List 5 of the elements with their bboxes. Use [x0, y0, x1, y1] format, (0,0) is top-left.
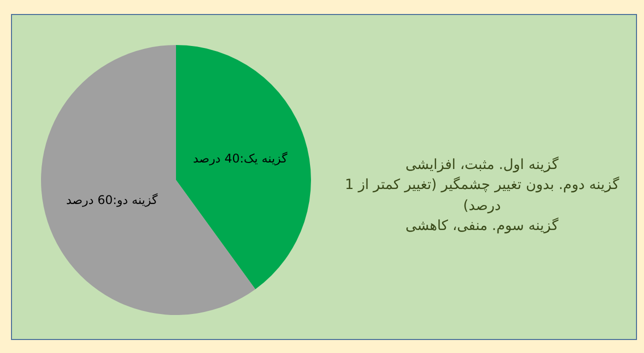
slice-label: گزینه یک:40 درصد — [192, 151, 288, 166]
slice-label: گزینه دو:60 درصد — [66, 192, 158, 207]
text: گزینه سوم. منفی، کاهشی — [404, 216, 560, 236]
text: گزینه دوم. بدون تغییر چشمگیر (تغییر کمتر از 1 درصد) — [344, 176, 620, 216]
text: گزینه اول. مثبت، افزایشی — [404, 156, 560, 175]
